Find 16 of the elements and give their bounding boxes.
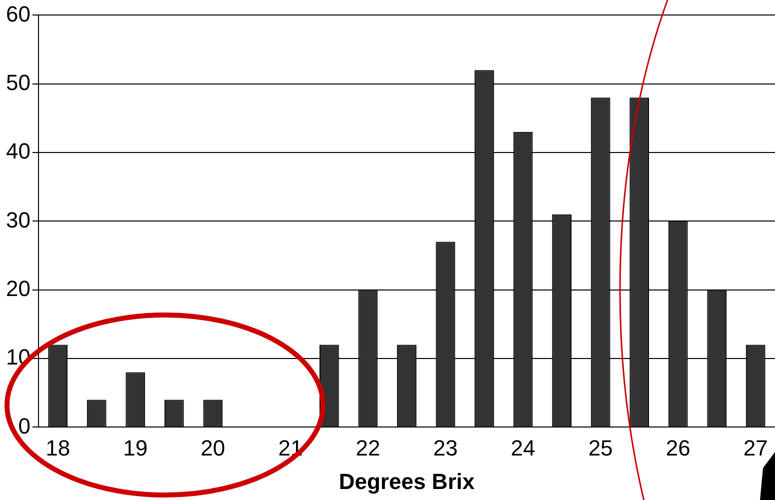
y-tick-label: 0 [18, 413, 30, 438]
y-tick-label: 50 [6, 70, 30, 95]
y-tick-label: 40 [6, 138, 30, 164]
x-axis-title: Degrees Brix [338, 468, 476, 494]
x-tick-label: 23 [433, 435, 458, 460]
x-tick-label: 24 [510, 435, 536, 460]
x-tick-label: 25 [588, 435, 613, 460]
x-tick-label: 18 [46, 435, 70, 460]
x-tick-label: 26 [666, 435, 690, 460]
x-tick-label: 20 [200, 435, 226, 460]
y-tick-label: 60 [6, 1, 30, 26]
x-tick-label: 19 [123, 435, 148, 460]
x-tick-label: 27 [743, 435, 768, 460]
y-tick-label: 20 [6, 276, 30, 301]
y-tick-label: 30 [6, 207, 30, 232]
x-tick-label: 22 [356, 435, 380, 460]
